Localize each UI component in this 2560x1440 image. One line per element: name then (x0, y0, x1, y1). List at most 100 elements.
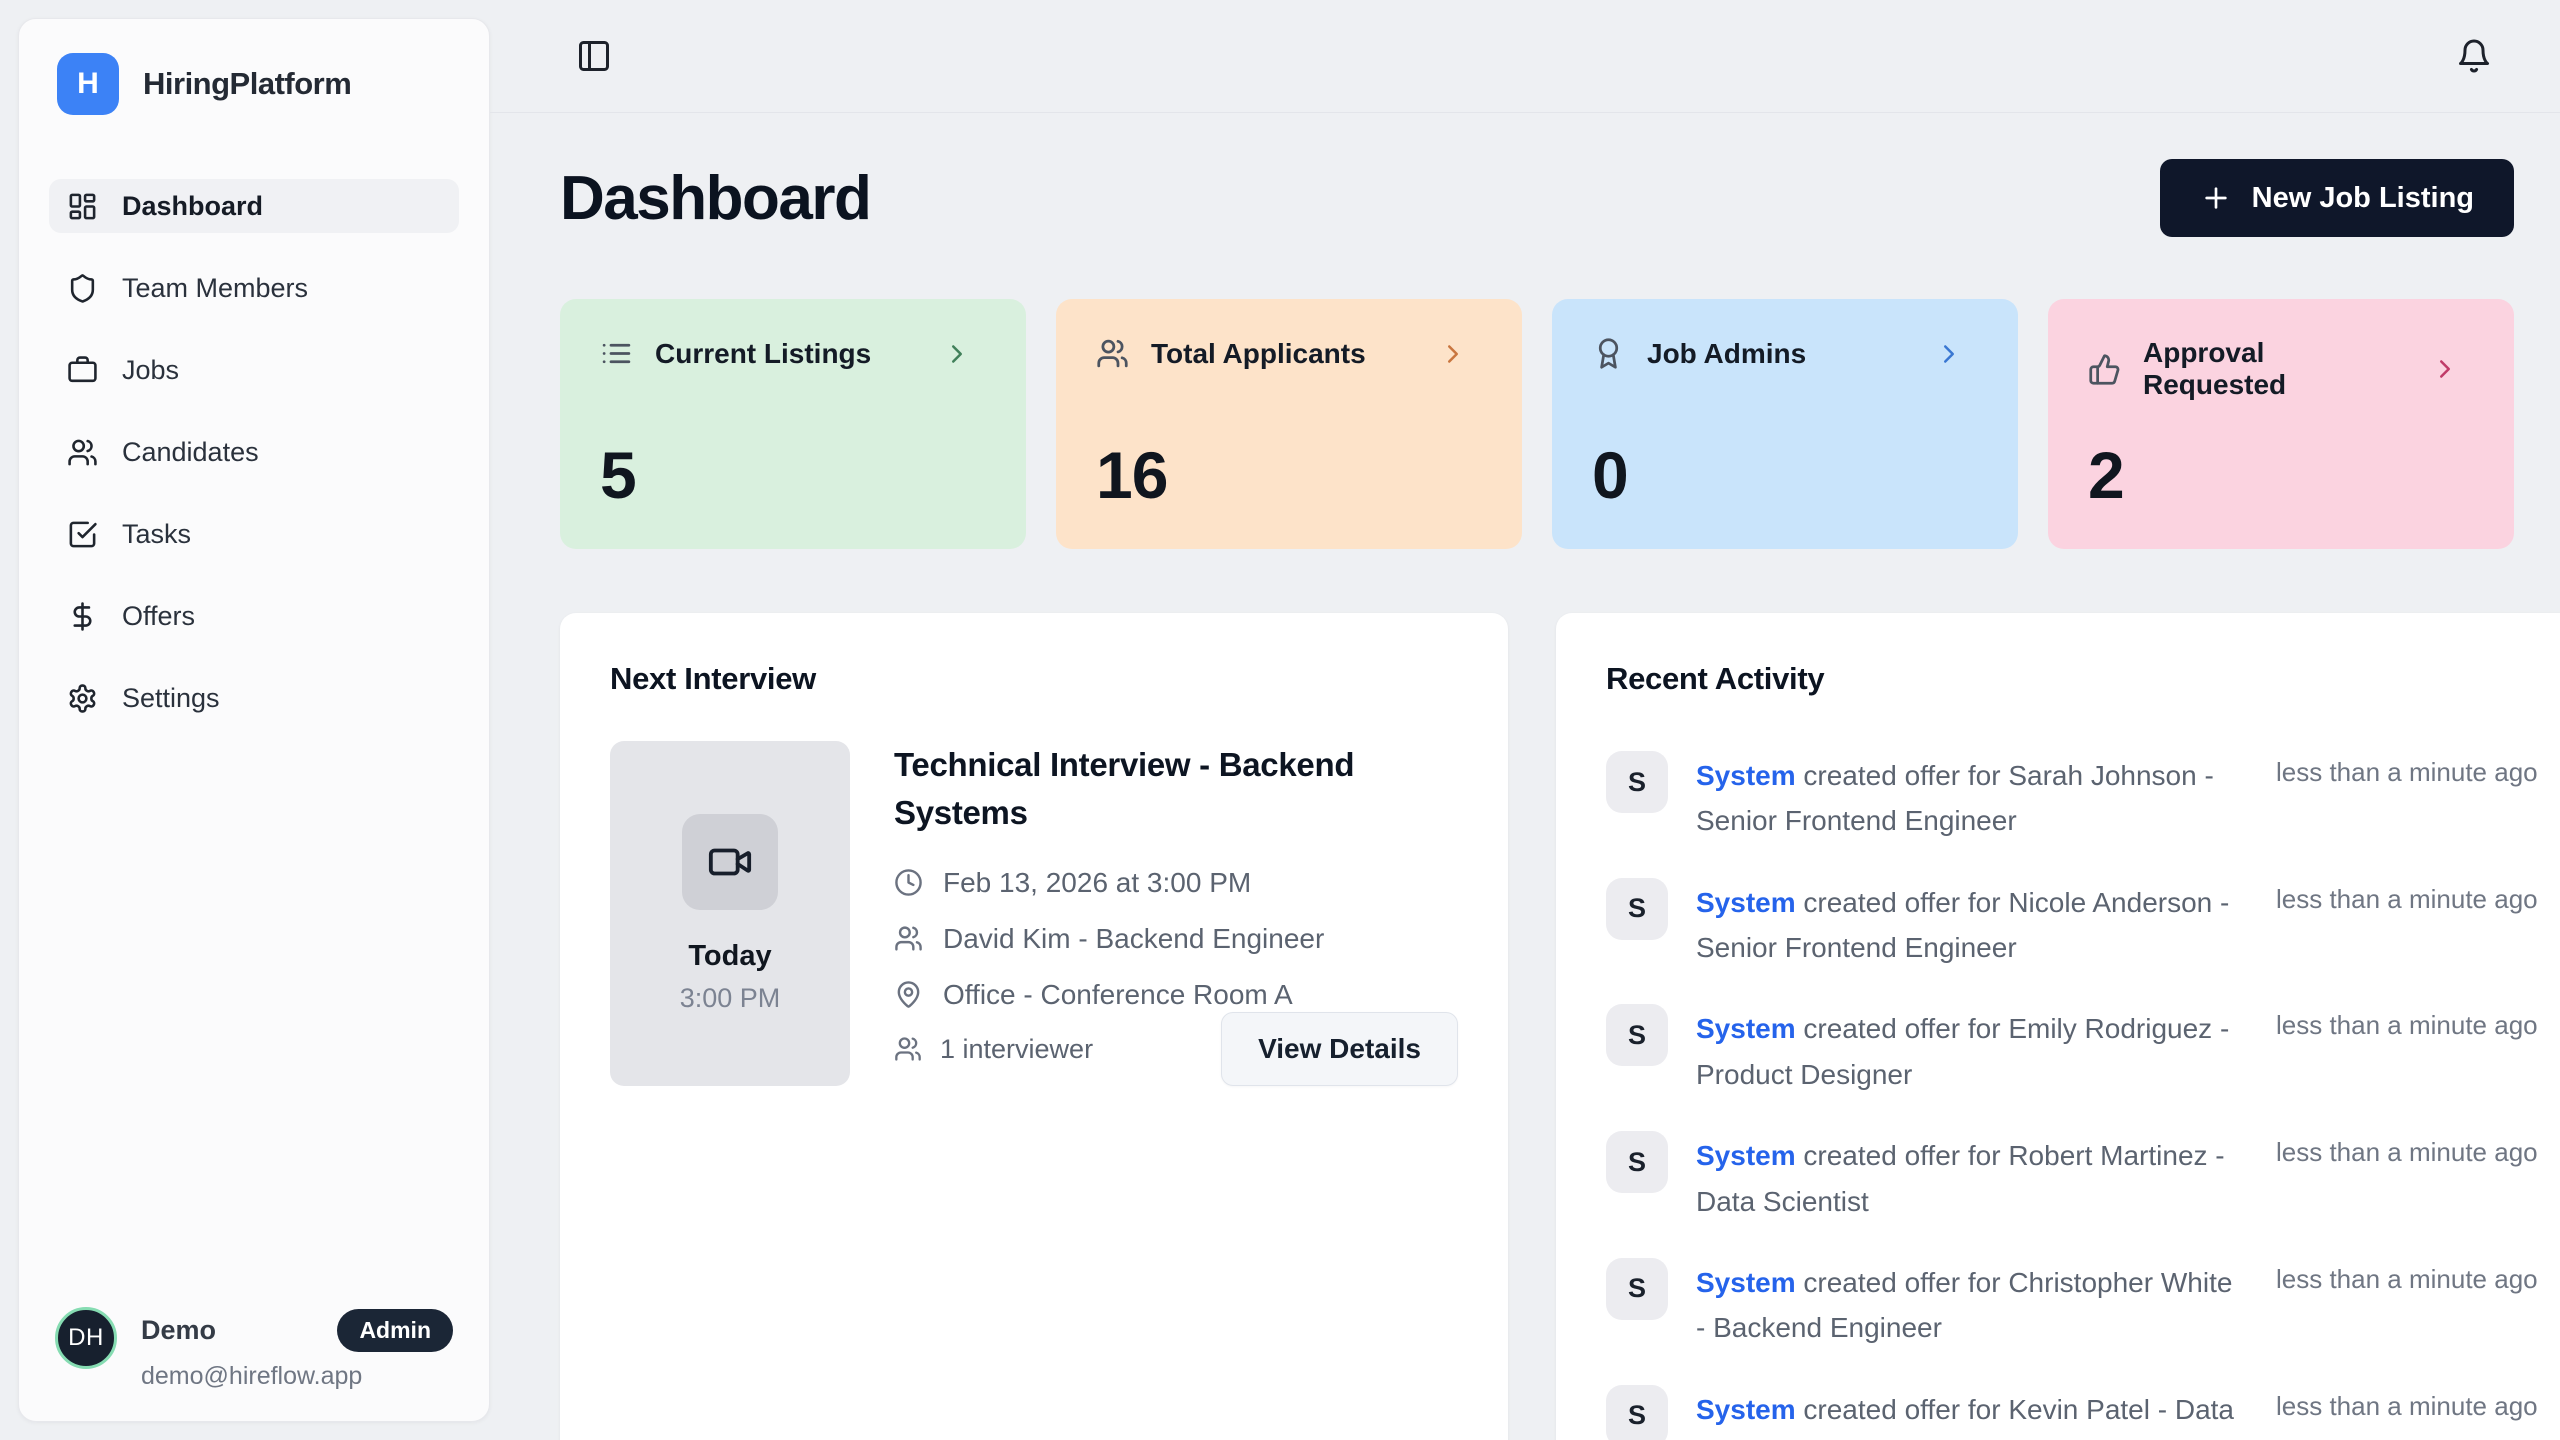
award-icon (1598, 338, 1619, 369)
stat-label: Current Listings (655, 337, 872, 369)
interview-title: Technical Interview - Backend Systems (894, 746, 1355, 831)
activity-description: created offer for Kevin Patel - Data Sci… (1696, 1393, 2235, 1440)
users-icon (895, 1037, 921, 1061)
clock-icon (895, 869, 922, 896)
thumbs-up-icon (2089, 353, 2120, 385)
interview-person-row: David Kim - Backend Engineer (894, 923, 1458, 955)
activity-list: S System created offer for Sarah Johnson… (1606, 751, 2538, 1440)
brand-logo-letter: H (77, 67, 99, 100)
activity-row: S System created offer for Emily Rodrigu… (1606, 1004, 2538, 1097)
map-pin-icon (897, 981, 920, 1008)
stat-value: 2 (2088, 438, 2125, 512)
activity-actor: System (1696, 1266, 1796, 1298)
user-email: demo@hireflow.app (141, 1362, 363, 1390)
brand-name: HiringPlatform (143, 66, 352, 101)
list-icon (602, 343, 631, 364)
activity-timestamp: less than a minute ago (2276, 883, 2538, 914)
activity-row: S System created offer for Robert Martin… (1606, 1131, 2538, 1224)
interview-datetime: Feb 13, 2026 at 3:00 PM (943, 866, 1252, 898)
panels-row: Next Interview Today 3:00 PM Technical I… (560, 613, 2560, 1440)
panel-left-icon (579, 41, 609, 71)
stat-card-job-admins[interactable]: Job Admins 0 (1552, 299, 2018, 549)
notifications-button[interactable] (2450, 32, 2498, 80)
stat-value: 16 (1096, 438, 1168, 512)
sidebar-item-jobs[interactable]: Jobs (49, 343, 459, 397)
activity-avatar: S (1606, 877, 1668, 940)
shield-icon (70, 273, 95, 303)
check-square-icon (69, 521, 97, 547)
brand: H HiringPlatform (49, 53, 459, 115)
activity-row: S System created offer for Nicole Anders… (1606, 877, 2538, 971)
sidebar-user-info: Demo Admin demo@hireflow.app (141, 1307, 453, 1391)
avatar-initials: DH (68, 1324, 104, 1351)
view-details-button[interactable]: View Details (1221, 1012, 1458, 1086)
interview-info: Technical Interview - Backend Systems Fe… (894, 741, 1458, 1086)
interview-day: Today (688, 939, 772, 972)
new-job-listing-label: New Job Listing (2251, 181, 2474, 214)
chevron-right-icon (942, 339, 972, 369)
sidebar-item-label: Dashboard (122, 190, 264, 221)
sidebar-item-tasks[interactable]: Tasks (49, 507, 459, 561)
main-area: Dashboard New Job Listing Current Listin… (490, 0, 2560, 1440)
sidebar-item-label: Jobs (122, 354, 180, 385)
stat-label: Job Admins (1647, 337, 1807, 369)
stat-card-total-applicants[interactable]: Total Applicants 16 (1056, 299, 1522, 549)
sidebar-toggle-button[interactable] (570, 32, 618, 80)
users-icon (68, 439, 97, 465)
interview-thumbnail: Today 3:00 PM (610, 741, 850, 1086)
activity-text: System created offer for Robert Martinez… (1696, 1131, 2248, 1224)
activity-actor: System (1696, 760, 1796, 791)
recent-activity-panel: Recent Activity S System created offer f… (1556, 613, 2560, 1440)
sidebar: H HiringPlatform Dashboard Team Members … (18, 18, 490, 1422)
activity-actor: System (1696, 1140, 1796, 1172)
stat-label: Total Applicants (1151, 337, 1366, 369)
interview-time: 3:00 PM (679, 982, 781, 1013)
activity-description: created offer for Nicole Anderson - Seni… (1696, 886, 2230, 964)
video-camera-icon (708, 848, 752, 875)
chevron-right-icon (1934, 339, 1964, 369)
stat-card-approval-requested[interactable]: Approval Requested 2 (2048, 299, 2514, 549)
recent-activity-heading: Recent Activity (1606, 661, 1825, 696)
stat-value: 0 (1592, 438, 1629, 512)
sidebar-user[interactable]: DH Demo Admin demo@hireflow.app (49, 1307, 459, 1391)
sidebar-item-offers[interactable]: Offers (49, 589, 459, 643)
next-interview-panel: Next Interview Today 3:00 PM Technical I… (560, 613, 1508, 1440)
sidebar-item-label: Tasks (122, 518, 192, 549)
activity-timestamp: less than a minute ago (2276, 1010, 2538, 1041)
interview-location: Office - Conference Room A (943, 978, 1293, 1010)
activity-text: System created offer for Christopher Whi… (1696, 1258, 2248, 1351)
activity-description: created offer for Emily Rodriguez - Prod… (1696, 1013, 2230, 1090)
interviewer-count: 1 interviewer (940, 1033, 1094, 1064)
sidebar-item-dashboard[interactable]: Dashboard (49, 179, 459, 233)
activity-description: created offer for Robert Martinez - Data… (1696, 1140, 2225, 1217)
activity-description: created offer for Sarah Johnson - Senior… (1696, 760, 2214, 837)
activity-avatar: S (1606, 1384, 1668, 1440)
users-icon (895, 926, 922, 951)
activity-row: S System created offer for Kevin Patel -… (1606, 1384, 2538, 1440)
sidebar-item-settings[interactable]: Settings (49, 671, 459, 725)
sidebar-item-team-members[interactable]: Team Members (49, 261, 459, 315)
activity-avatar: S (1606, 1131, 1668, 1194)
activity-text: System created offer for Emily Rodriguez… (1696, 1004, 2248, 1097)
bell-icon (2459, 39, 2489, 73)
chevron-right-icon (1438, 339, 1468, 369)
plus-icon (2204, 187, 2227, 209)
users-icon (1097, 339, 1128, 368)
activity-timestamp: less than a minute ago (2276, 1137, 2538, 1168)
activity-row: S System created offer for Sarah Johnson… (1606, 751, 2538, 844)
activity-actor: System (1696, 1013, 1796, 1045)
activity-actor: System (1696, 886, 1796, 918)
dollar-icon (73, 601, 92, 631)
new-job-listing-button[interactable]: New Job Listing (2159, 159, 2514, 237)
interview-location-row: Office - Conference Room A (894, 979, 1458, 1011)
page-title: Dashboard (560, 163, 872, 233)
sidebar-item-label: Offers (122, 600, 196, 631)
topbar (490, 0, 2560, 113)
sidebar-nav: Dashboard Team Members Jobs Candidates T… (49, 179, 459, 725)
activity-text: System created offer for Nicole Anderson… (1696, 878, 2248, 971)
chevron-right-icon (2430, 354, 2460, 384)
sidebar-item-candidates[interactable]: Candidates (49, 425, 459, 479)
stat-card-current-listings[interactable]: Current Listings 5 (560, 299, 1026, 549)
activity-timestamp: less than a minute ago (2276, 757, 2538, 787)
activity-avatar: S (1606, 1004, 1668, 1067)
